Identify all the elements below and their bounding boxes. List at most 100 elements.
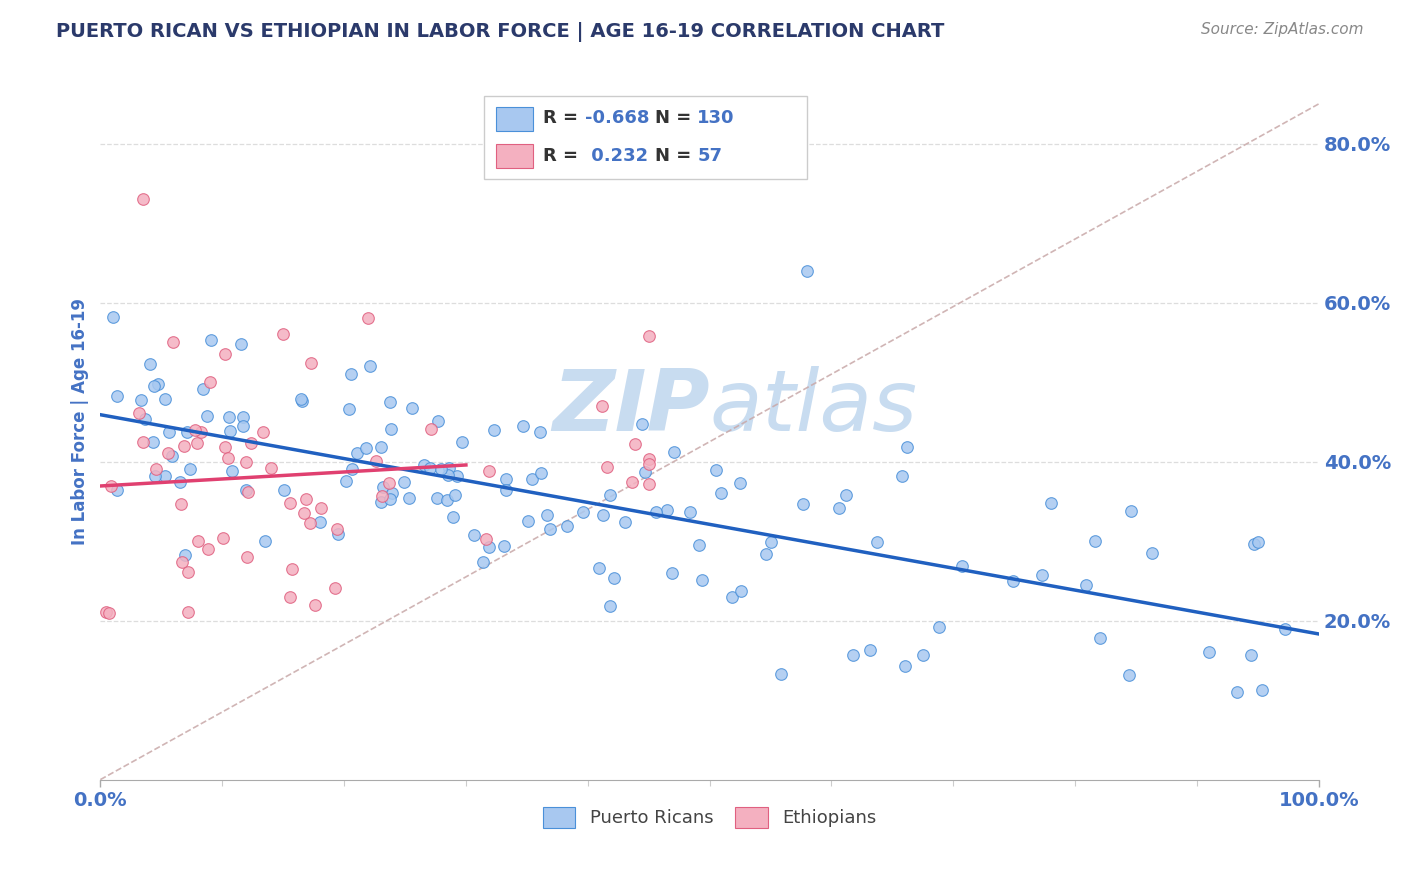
Point xyxy=(720,590,742,604)
Point xyxy=(214,440,236,454)
Point xyxy=(478,540,501,554)
Point xyxy=(495,483,517,497)
Point xyxy=(195,409,218,423)
Point xyxy=(193,382,215,396)
Point xyxy=(291,394,314,409)
Text: -0.668: -0.668 xyxy=(585,109,650,127)
Point xyxy=(292,506,315,520)
Point xyxy=(235,549,257,564)
Point xyxy=(309,515,332,529)
Point xyxy=(212,532,235,546)
Point xyxy=(273,483,295,498)
Point xyxy=(1002,574,1025,589)
Point xyxy=(235,455,257,469)
Text: 130: 130 xyxy=(697,109,735,127)
Point xyxy=(478,464,501,478)
Point xyxy=(690,573,713,587)
Point xyxy=(290,392,312,406)
Point xyxy=(218,425,240,439)
Point xyxy=(1247,535,1270,549)
Point xyxy=(142,379,165,393)
Point xyxy=(451,435,474,450)
Point xyxy=(176,425,198,439)
Point xyxy=(1198,645,1220,659)
Point xyxy=(710,486,733,500)
Point xyxy=(634,465,657,479)
Point xyxy=(280,562,302,576)
Point xyxy=(463,528,485,542)
Point xyxy=(337,402,360,417)
Point xyxy=(446,468,468,483)
Point xyxy=(366,454,388,468)
Point xyxy=(1031,568,1053,582)
Point xyxy=(436,492,458,507)
Point xyxy=(156,445,179,459)
FancyBboxPatch shape xyxy=(496,107,533,130)
Point xyxy=(370,489,392,503)
Text: ZIP: ZIP xyxy=(553,366,710,449)
Point xyxy=(755,547,778,561)
Point xyxy=(326,522,349,536)
Point xyxy=(769,667,792,681)
Point xyxy=(623,436,645,450)
Point xyxy=(494,539,516,553)
Point xyxy=(298,516,321,530)
Point xyxy=(1251,683,1274,698)
Point xyxy=(516,515,538,529)
Point xyxy=(134,411,156,425)
Point xyxy=(621,475,644,489)
Y-axis label: In Labor Force | Age 16-19: In Labor Force | Age 16-19 xyxy=(72,298,89,545)
Point xyxy=(309,500,332,515)
Point xyxy=(588,560,610,574)
Point xyxy=(859,642,882,657)
Point xyxy=(139,357,162,371)
Point xyxy=(1119,504,1142,518)
Point xyxy=(842,648,865,663)
Point xyxy=(378,475,401,490)
Point xyxy=(398,491,420,505)
Point xyxy=(419,461,441,475)
Point xyxy=(1243,537,1265,551)
Point xyxy=(637,452,659,467)
Point xyxy=(371,480,394,494)
Point xyxy=(304,599,326,613)
Point xyxy=(599,488,621,502)
Point xyxy=(100,478,122,492)
Point xyxy=(235,483,257,497)
Point xyxy=(637,476,659,491)
Point xyxy=(153,468,176,483)
Point xyxy=(530,466,553,480)
Point xyxy=(437,460,460,475)
Point xyxy=(441,510,464,524)
Point xyxy=(655,503,678,517)
Point xyxy=(170,497,193,511)
Point xyxy=(536,508,558,522)
Point xyxy=(426,491,449,506)
Point xyxy=(105,483,128,497)
Point xyxy=(145,462,167,476)
Point xyxy=(1142,546,1164,560)
Point xyxy=(357,311,380,326)
Point xyxy=(143,468,166,483)
Point xyxy=(645,505,668,519)
Point xyxy=(186,435,208,450)
Point xyxy=(190,425,212,440)
Point xyxy=(792,497,814,511)
Point xyxy=(221,464,243,478)
Point xyxy=(359,359,381,373)
Point xyxy=(177,605,200,619)
Point xyxy=(173,438,195,452)
Point xyxy=(132,434,155,449)
Text: N =: N = xyxy=(655,146,697,165)
Point xyxy=(346,446,368,460)
Point xyxy=(160,450,183,464)
Point xyxy=(828,501,851,516)
Point xyxy=(200,333,222,347)
Point xyxy=(1118,667,1140,681)
Point xyxy=(299,356,322,370)
Point xyxy=(335,474,357,488)
Point xyxy=(370,440,392,454)
Point xyxy=(1274,622,1296,636)
FancyBboxPatch shape xyxy=(496,145,533,168)
Point xyxy=(172,555,194,569)
